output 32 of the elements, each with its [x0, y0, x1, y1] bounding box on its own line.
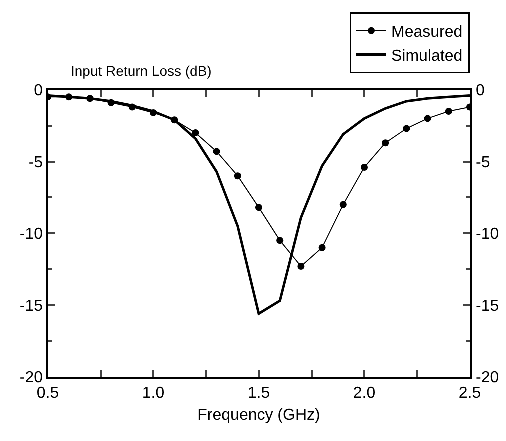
point — [234, 172, 242, 180]
y-tick-label: -5 — [28, 154, 44, 172]
x-tick-label: 1.0 — [142, 384, 165, 402]
point — [361, 164, 368, 171]
point — [424, 115, 432, 122]
point — [192, 130, 200, 137]
x-tick-label: 0.5 — [36, 384, 60, 402]
y-tick-label: -20 — [20, 370, 44, 387]
y2-tick-label: -5 — [476, 154, 490, 172]
point — [318, 244, 326, 252]
y-axis-title: Input Return Loss (dB) — [71, 63, 212, 79]
point — [382, 140, 390, 147]
x-axis-title: Frequency (GHz) — [198, 407, 320, 424]
y2-tick-label: -20 — [476, 370, 500, 387]
point — [298, 263, 305, 270]
legend-label: Measured — [392, 24, 463, 42]
x-tick-label: 2.0 — [353, 384, 376, 402]
y2-tick-label: -10 — [476, 226, 500, 244]
x-tick-label: 2.5 — [458, 384, 482, 402]
y2-tick-label: 0 — [476, 82, 485, 100]
point — [445, 108, 452, 116]
y-tick-label: -10 — [20, 226, 44, 244]
y-tick-label: 0 — [34, 82, 44, 100]
legend-label: Simulated — [392, 48, 463, 65]
point — [276, 237, 284, 244]
y-tick-label: -15 — [20, 298, 44, 315]
y2-tick-label: -15 — [476, 298, 500, 315]
point — [213, 148, 220, 156]
point — [340, 201, 347, 208]
point — [256, 204, 262, 212]
point — [403, 125, 410, 132]
x-tick-label: 1.5 — [248, 384, 270, 402]
